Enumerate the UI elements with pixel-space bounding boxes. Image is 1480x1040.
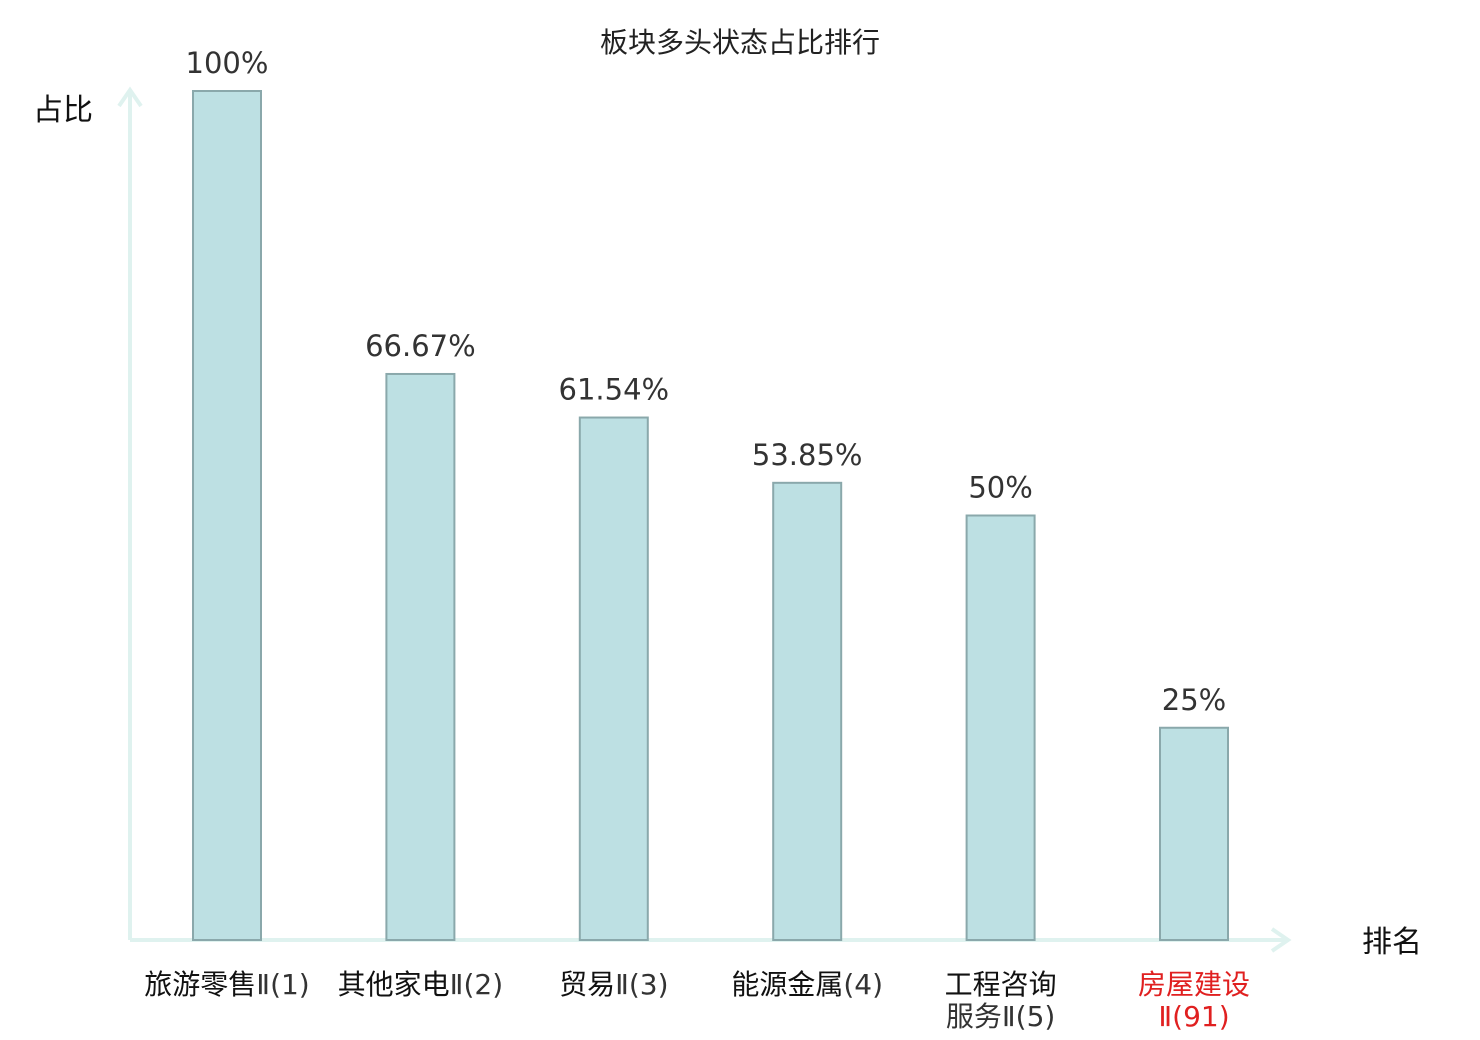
bar bbox=[1159, 726, 1229, 941]
category-label: 其他家电Ⅱ(2) bbox=[338, 968, 503, 1001]
value-label: 66.67% bbox=[365, 329, 476, 363]
chart-title: 板块多头状态占比排行 bbox=[600, 26, 880, 59]
category-label-suffix: 服务Ⅱ(5) bbox=[946, 1000, 1055, 1033]
bar bbox=[772, 481, 843, 941]
value-label: 53.85% bbox=[752, 438, 863, 472]
y-axis-label: 占比 bbox=[33, 93, 93, 128]
y-axis bbox=[117, 86, 143, 940]
bar bbox=[385, 372, 456, 942]
value-label: 100% bbox=[186, 46, 269, 80]
value-label: 61.54% bbox=[559, 373, 670, 407]
value-label: 25% bbox=[1162, 683, 1226, 717]
bar bbox=[192, 90, 262, 941]
bar bbox=[578, 416, 649, 941]
value-labels: 100% 66.67% 61.54% 53.85% 50% 25% bbox=[186, 46, 1227, 717]
category-label: 旅游零售Ⅱ(1) bbox=[144, 968, 309, 1001]
value-label: 50% bbox=[968, 471, 1032, 505]
x-axis-label: 排名 bbox=[1362, 925, 1422, 960]
x-axis bbox=[130, 927, 1292, 953]
category-label: 房屋建设 bbox=[1138, 968, 1250, 1001]
category-label-suffix: Ⅱ(91) bbox=[1158, 1000, 1229, 1033]
category-label: 能源金属(4) bbox=[731, 968, 883, 1001]
bar bbox=[965, 514, 1036, 941]
category-label: 工程咨询 bbox=[945, 968, 1057, 1001]
category-label: 贸易Ⅱ(3) bbox=[559, 968, 668, 1001]
bars bbox=[192, 90, 1229, 942]
